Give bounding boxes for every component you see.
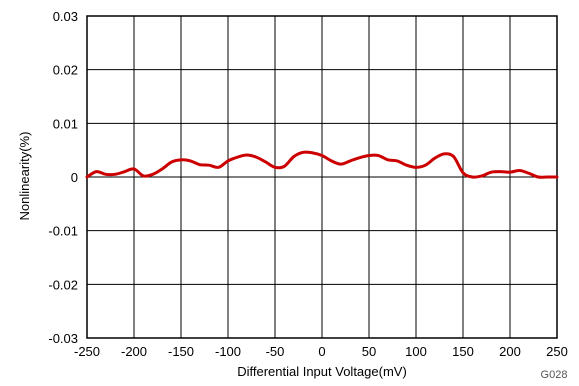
figure-id-label: G028 [541, 369, 568, 381]
y-tick-label: 0.01 [53, 116, 78, 131]
x-tick-label: -100 [215, 344, 241, 359]
x-tick-label: 100 [405, 344, 427, 359]
x-tick-label: -200 [121, 344, 147, 359]
y-axis-label: Nonlinearity(%) [17, 132, 32, 221]
x-tick-label: 250 [546, 344, 568, 359]
y-tick-label: 0.02 [53, 63, 78, 78]
x-tick-label: 50 [362, 344, 376, 359]
y-tick-labels: 0.03 0.02 0.01 0 -0.01 -0.02 -0.03 [48, 9, 78, 346]
series-layer [85, 150, 559, 179]
y-tick-label: -0.01 [48, 224, 78, 239]
x-tick-label: -50 [266, 344, 285, 359]
x-axis-label: Differential Input Voltage(mV) [237, 364, 407, 379]
grid-lines [87, 16, 557, 338]
nonlinearity-series-line [85, 150, 559, 179]
y-tick-label: 0.03 [53, 9, 78, 24]
x-tick-label: -250 [74, 344, 100, 359]
x-tick-label: -150 [168, 344, 194, 359]
y-tick-label: 0 [71, 170, 78, 185]
y-tick-label: -0.03 [48, 331, 78, 346]
x-tick-label: 150 [452, 344, 474, 359]
x-tick-label: 0 [318, 344, 325, 359]
x-tick-label: 200 [499, 344, 521, 359]
y-tick-label: -0.02 [48, 277, 78, 292]
x-tick-labels: -250 -200 -150 -100 -50 0 50 100 150 200 250 [74, 344, 568, 359]
